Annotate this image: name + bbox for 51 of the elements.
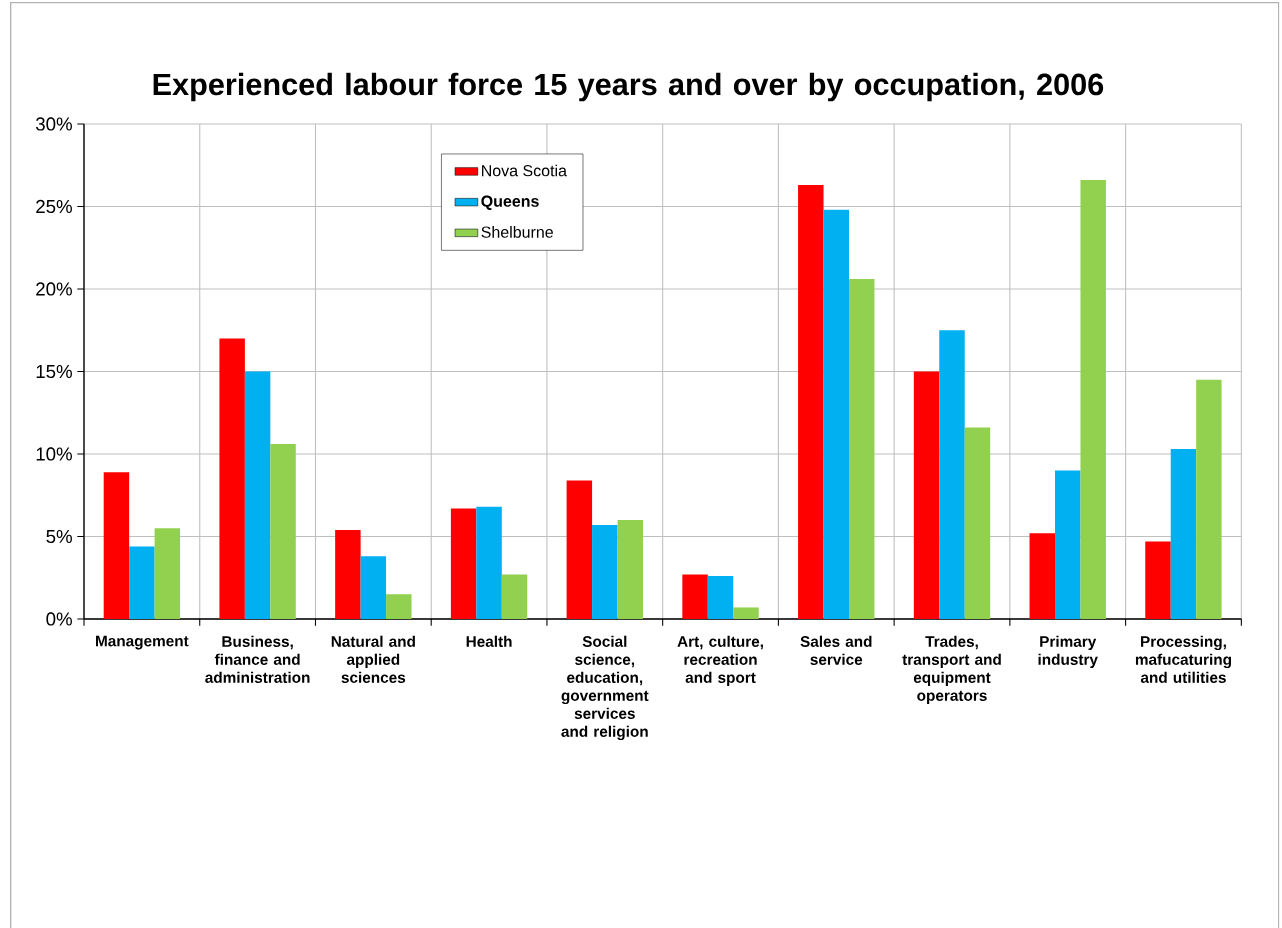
x-tick-label: Management: [96, 635, 189, 650]
bar: [386, 594, 412, 619]
bar: [823, 209, 849, 619]
bar: [964, 427, 991, 619]
y-tick-label: 30%: [35, 117, 72, 131]
x-tick-label: Sales and service: [800, 635, 872, 665]
legend-label: Shelburne: [481, 226, 553, 238]
bar: [450, 508, 477, 619]
bar: [733, 607, 759, 619]
bar: [1196, 379, 1222, 619]
bar: [617, 519, 643, 619]
y-tick-label: 20%: [36, 282, 72, 296]
x-tick-label: Trades, transport and equipment operators: [902, 635, 1001, 704]
y-tick-label: 5%: [46, 529, 72, 544]
bar: [360, 556, 387, 619]
bar: [270, 444, 296, 619]
chart-title: Experienced labour force 15 years and over by occupation, 2006: [153, 72, 1104, 102]
bar: [913, 371, 940, 619]
x-tick-label: Business, finance and administration: [205, 635, 310, 683]
bar: [219, 338, 245, 619]
legend-label: Queens: [481, 195, 539, 210]
y-tick-label: 10%: [36, 447, 72, 461]
bar: [476, 506, 502, 619]
bar: [707, 576, 734, 619]
x-tick-label: Primary industry: [1038, 635, 1098, 668]
legend-label: Nova Scotia: [482, 164, 567, 177]
x-tick-label: Social science, education, government services and religion: [561, 635, 649, 741]
y-tick-label: 15%: [36, 364, 72, 379]
bar: [335, 529, 361, 619]
bar: [1055, 470, 1081, 619]
bar: [682, 574, 708, 619]
bar: [244, 371, 271, 619]
bar: [798, 185, 824, 619]
y-tick-label: 0%: [46, 612, 72, 626]
bar: [103, 472, 130, 619]
bar: [939, 330, 965, 619]
bar: [849, 279, 875, 619]
x-tick-label: Art, culture, recreation and sport: [677, 635, 763, 686]
bar: [501, 574, 528, 619]
y-tick-label: 25%: [36, 199, 72, 214]
bar: [1170, 449, 1197, 619]
x-tick-label: Processing, mafucaturing and utilities: [1135, 635, 1231, 683]
bar: [592, 524, 618, 619]
bar: [1145, 541, 1171, 619]
bar: [1029, 533, 1055, 619]
bar: [154, 528, 181, 619]
x-tick-label: Natural and applied sciences: [331, 635, 415, 683]
bar: [129, 546, 155, 619]
x-tick-label: Health: [466, 635, 512, 647]
bar: [1080, 180, 1106, 619]
bar: [566, 480, 593, 619]
